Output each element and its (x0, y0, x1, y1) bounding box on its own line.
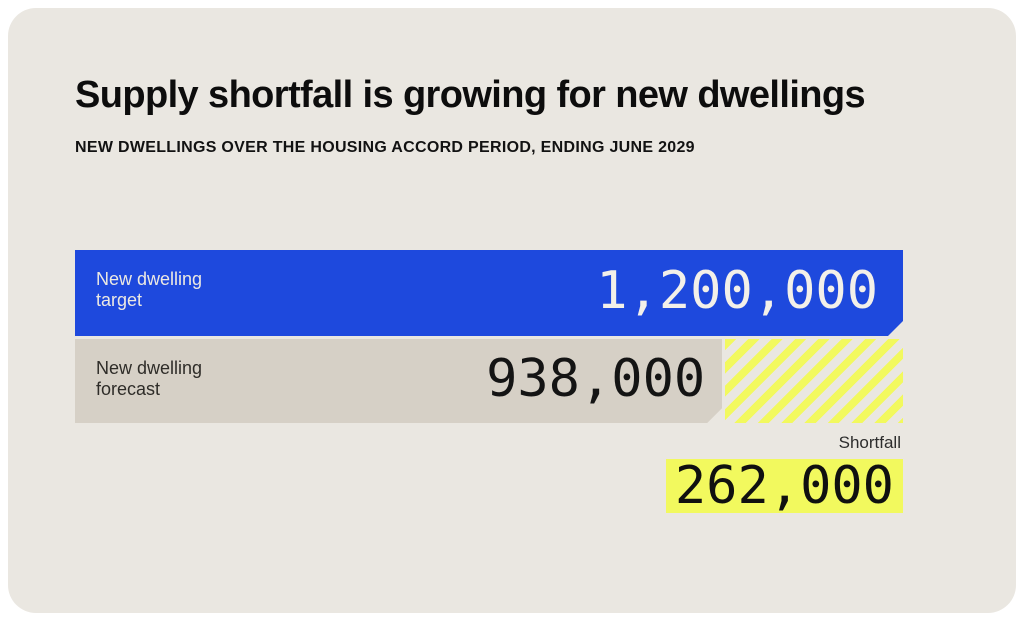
forecast-bar-label-line2: forecast (96, 379, 161, 399)
bar-chart: New dwelling target 1,200,000 New dwelli… (75, 250, 903, 423)
forecast-bar-value: 938,000 (486, 349, 706, 409)
chart-subtitle: NEW DWELLINGS OVER THE HOUSING ACCORD PE… (75, 139, 695, 156)
shortfall-hatch-pattern (725, 339, 903, 423)
shortfall-label: Shortfall (838, 433, 901, 452)
target-bar: New dwelling target 1,200,000 (75, 250, 903, 336)
target-bar-label-line2: target (96, 290, 143, 310)
forecast-row: New dwelling forecast 938,000 (75, 339, 903, 423)
shortfall-value: 262,000 (665, 459, 903, 513)
target-bar-label-line1: New dwelling (96, 269, 203, 289)
forecast-bar-label: New dwelling forecast (75, 339, 202, 423)
page-title: Supply shortfall is growing for new dwel… (75, 74, 866, 116)
forecast-bar: New dwelling forecast 938,000 (75, 339, 722, 423)
infographic-card: Supply shortfall is growing for new dwel… (8, 8, 1016, 613)
target-row: New dwelling target 1,200,000 (75, 250, 903, 336)
target-bar-value: 1,200,000 (596, 261, 878, 321)
shortfall-annotation: Shortfall 262,000 (665, 433, 903, 513)
forecast-bar-label-line1: New dwelling (96, 358, 203, 378)
target-bar-label: New dwelling target (75, 250, 202, 336)
